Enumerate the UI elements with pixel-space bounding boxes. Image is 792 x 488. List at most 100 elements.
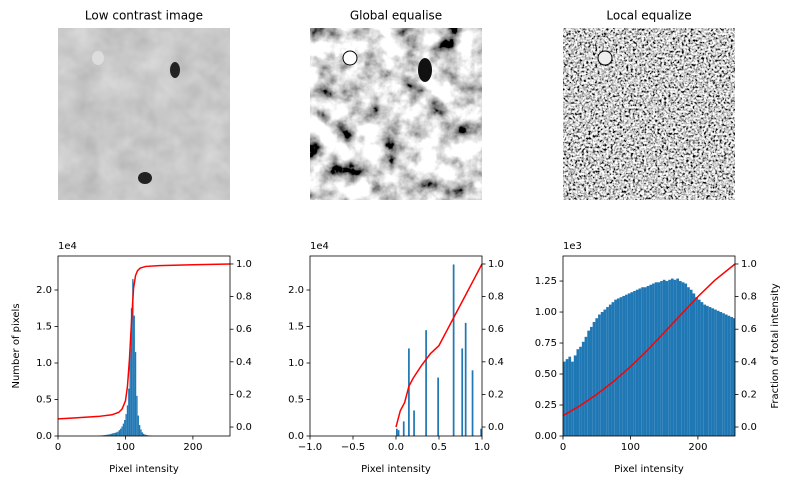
bar <box>141 432 143 436</box>
x-tick-label: 100 <box>116 442 135 453</box>
y-offset: 1e3 <box>563 241 582 252</box>
y2-tick-label: 0.6 <box>741 324 757 335</box>
bar <box>714 309 717 436</box>
y2-tick-label: 0.0 <box>741 422 757 433</box>
y2-tick-label: 0.8 <box>488 292 504 303</box>
bar <box>133 315 135 436</box>
bar <box>641 287 644 436</box>
bar <box>124 419 126 436</box>
image-title: Global equalise <box>350 9 442 23</box>
bar <box>122 423 125 436</box>
bar <box>705 305 709 436</box>
bar <box>581 341 585 436</box>
bar <box>668 279 671 436</box>
bar <box>616 298 620 436</box>
bar <box>116 432 118 436</box>
bar <box>464 322 467 436</box>
bar <box>687 287 690 436</box>
plot-area <box>563 263 735 436</box>
bar <box>730 316 733 436</box>
y-offset: 1e4 <box>58 241 77 252</box>
image <box>310 28 482 200</box>
y-tick-label: 2.0 <box>36 285 52 296</box>
x-tick-label: 1.0 <box>474 442 490 453</box>
y2-tick-label: 0.2 <box>488 389 504 400</box>
cdf-line <box>563 263 735 417</box>
bar <box>565 359 569 436</box>
bar <box>579 346 582 436</box>
bar <box>654 282 658 436</box>
y-tick-label: 1.5 <box>288 322 304 333</box>
bar <box>114 432 117 436</box>
cdf-line <box>395 263 482 428</box>
bar <box>471 370 474 436</box>
crater <box>92 51 104 65</box>
axes-frame <box>57 255 231 437</box>
x-axis-label: Pixel intensity <box>109 464 179 475</box>
bar <box>657 282 661 436</box>
bar <box>142 433 145 436</box>
bar <box>461 348 464 436</box>
crater <box>342 50 358 66</box>
bar <box>120 428 122 436</box>
x-tick-label: 0.0 <box>388 442 404 453</box>
image-panel: Global equalise <box>310 9 482 200</box>
image-panel: Local equalize <box>563 9 735 200</box>
bar <box>402 421 405 436</box>
bar <box>719 312 723 436</box>
crater <box>597 50 613 66</box>
bar <box>408 348 410 436</box>
bar <box>125 414 127 436</box>
bar <box>595 318 599 436</box>
bar <box>638 288 642 436</box>
x-tick-label: 200 <box>183 442 202 453</box>
y-tick-label: 1.0 <box>288 358 304 369</box>
bar <box>689 289 693 436</box>
bar <box>587 330 590 436</box>
bar <box>107 434 110 436</box>
bar <box>118 430 121 436</box>
bar <box>732 318 735 436</box>
y2-axis-label: Fraction of total intensity <box>770 283 781 408</box>
bar <box>113 433 115 436</box>
bar <box>137 415 139 436</box>
bar <box>132 279 134 436</box>
bar <box>568 356 572 436</box>
bar <box>128 388 130 436</box>
bar <box>396 428 398 436</box>
y2-tick-label: 0.0 <box>236 422 252 433</box>
y2-tick-label: 0.6 <box>236 324 252 335</box>
bar <box>425 330 427 436</box>
y2-tick-label: 0.8 <box>741 292 757 303</box>
bar <box>144 434 146 436</box>
y-tick-label: 0.75 <box>535 338 557 349</box>
y2-tick-label: 0.2 <box>236 389 252 400</box>
cdf-line <box>58 263 230 420</box>
y2-tick-label: 0.0 <box>488 422 504 433</box>
bar <box>684 283 688 436</box>
bar <box>697 299 701 436</box>
bar <box>105 434 107 436</box>
bar <box>652 283 655 436</box>
bar <box>106 434 108 436</box>
y-tick-label: 0.0 <box>288 431 304 442</box>
bar <box>692 293 696 436</box>
bar <box>622 295 626 436</box>
bar <box>130 308 133 436</box>
image-title: Local equalize <box>606 9 691 23</box>
y-axis-label: Number of pixels <box>11 303 22 388</box>
bar <box>110 433 112 436</box>
bar <box>452 264 455 436</box>
bar <box>598 314 601 436</box>
bar <box>716 310 720 436</box>
bar <box>576 349 580 436</box>
bar <box>660 281 663 436</box>
plot-area <box>58 263 230 436</box>
bar <box>614 299 617 436</box>
bar <box>121 426 123 436</box>
bar <box>627 293 631 436</box>
x-axis-label: Pixel intensity <box>361 464 431 475</box>
image <box>563 28 735 200</box>
bar <box>592 321 596 436</box>
